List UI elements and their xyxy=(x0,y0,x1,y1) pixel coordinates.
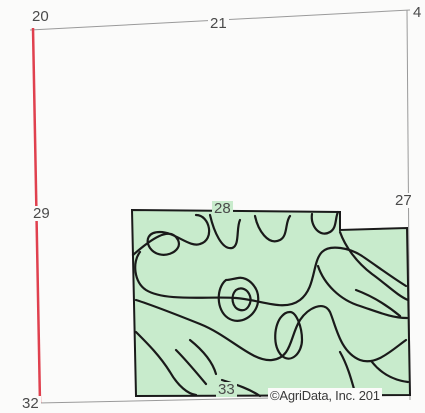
section-label-east: 27 xyxy=(393,192,414,209)
copyright-notice: ©AgriData, Inc. 201 xyxy=(268,388,382,403)
soil-boundary-sw-1 xyxy=(134,330,198,397)
soil-boundary-se-2 xyxy=(370,360,410,384)
soil-boundary-east-3 xyxy=(354,288,402,318)
soil-boundary-north-2 xyxy=(253,214,292,243)
section-label-west: 29 xyxy=(31,205,52,222)
soil-boundary-central xyxy=(134,246,408,307)
soil-boundary-north-1 xyxy=(208,213,242,250)
soil-inclusion-center-outer xyxy=(217,276,260,322)
soil-boundary-sw-4 xyxy=(220,378,262,398)
soil-boundary-east-1 xyxy=(338,230,410,302)
soil-boundaries xyxy=(131,210,410,398)
soil-boundary-sw-2 xyxy=(174,348,208,386)
soil-boundary-nw-lobe xyxy=(131,213,211,257)
section-label-bottom: 33 xyxy=(216,381,237,398)
section-label-center: 28 xyxy=(212,200,233,217)
soil-boundary-sw-3 xyxy=(188,338,218,376)
soil-inclusion-south xyxy=(274,310,304,360)
section-label-nw: 20 xyxy=(30,8,51,25)
soil-boundary-north-3 xyxy=(310,210,340,235)
soil-inclusion-center-inner xyxy=(231,287,252,312)
section-label-top: 21 xyxy=(208,15,229,32)
section-label-sw: 32 xyxy=(20,395,41,412)
soil-boundary-east-2 xyxy=(316,264,409,320)
section-label-ne: 4 xyxy=(411,4,424,21)
